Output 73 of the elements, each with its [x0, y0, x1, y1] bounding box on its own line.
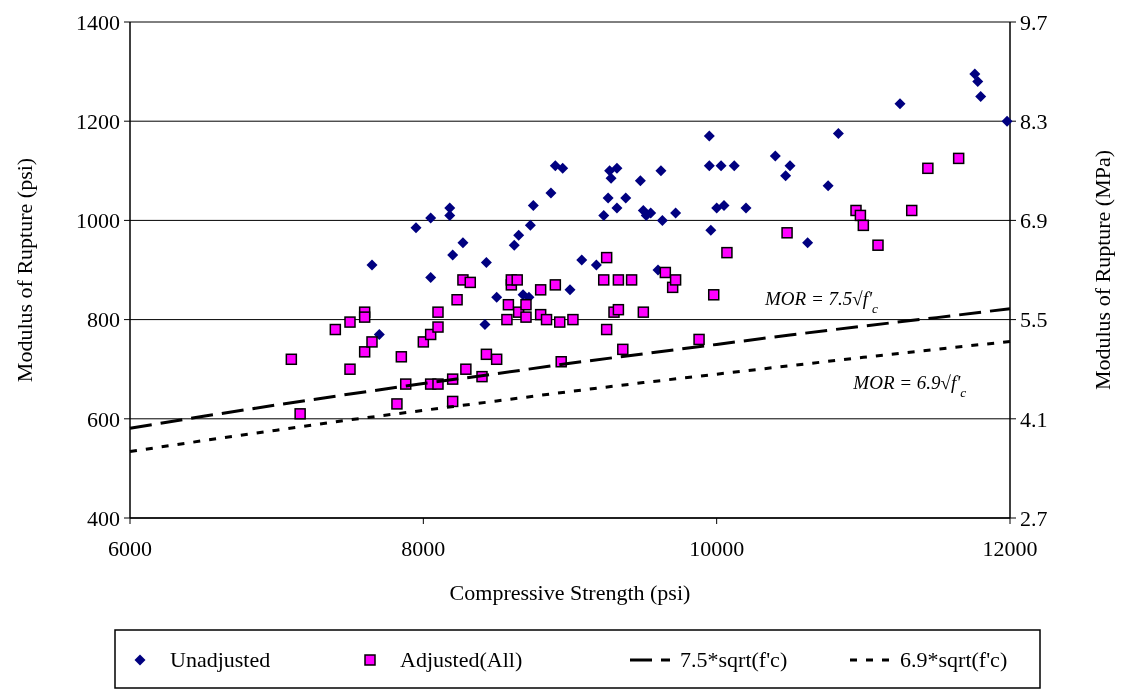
point	[366, 259, 378, 271]
point	[703, 160, 715, 172]
point	[740, 202, 752, 214]
legend-label: 7.5*sqrt(f'c)	[680, 647, 788, 672]
point	[491, 291, 503, 303]
point	[598, 209, 610, 221]
y2-tick-label: 6.9	[1020, 208, 1048, 234]
point	[670, 207, 682, 219]
point	[620, 192, 632, 204]
point	[545, 187, 557, 199]
x-axis-title: Compressive Strength (psi)	[449, 580, 691, 605]
legend-label: Unadjusted	[170, 647, 271, 672]
y-tick-label: 1400	[76, 9, 120, 35]
y-tick-label: 600	[87, 406, 120, 432]
y-tick-label: 1200	[76, 108, 120, 134]
y2-tick-label: 2.7	[1020, 505, 1048, 531]
point	[656, 214, 668, 226]
y2-tick-label: 9.7	[1020, 9, 1048, 35]
point	[479, 319, 491, 331]
point	[564, 284, 576, 296]
x-tick-label: 10000	[689, 536, 745, 561]
point	[549, 160, 561, 172]
point	[425, 271, 437, 283]
point	[508, 239, 520, 251]
point	[634, 175, 646, 187]
point	[832, 128, 844, 140]
y2-tick-label: 4.1	[1020, 406, 1048, 432]
legend-label: 6.9*sqrt(f'c)	[900, 647, 1008, 672]
point	[480, 257, 492, 269]
point	[524, 219, 536, 231]
point	[802, 237, 814, 249]
point	[715, 160, 727, 172]
point	[703, 130, 715, 142]
point	[972, 76, 984, 88]
point	[718, 200, 730, 212]
y-tick-label: 800	[87, 307, 120, 333]
point	[784, 160, 796, 172]
point	[590, 259, 602, 271]
legend-label: Adjusted(All)	[400, 647, 523, 672]
point	[527, 200, 539, 212]
point	[611, 202, 623, 214]
point	[457, 237, 469, 249]
point	[969, 68, 981, 80]
point	[894, 98, 906, 110]
y2-tick-label: 5.5	[1020, 307, 1048, 333]
point	[557, 162, 569, 174]
point	[728, 160, 740, 172]
y-tick-label: 400	[87, 505, 120, 531]
point	[576, 254, 588, 266]
annotation: MOR = 6.9√f'$_{c}$	[852, 372, 967, 400]
point	[605, 172, 617, 184]
point	[705, 224, 717, 236]
x-tick-label: 8000	[401, 536, 446, 561]
point	[822, 180, 834, 192]
point	[447, 249, 459, 261]
point	[425, 212, 437, 224]
point	[373, 328, 385, 340]
x-tick-label: 6000	[108, 536, 152, 561]
point	[655, 165, 667, 177]
point	[1001, 115, 1013, 127]
y-tick-label: 1000	[76, 208, 120, 234]
point	[975, 90, 987, 102]
x-tick-label: 12000	[982, 536, 1038, 561]
y-axis-title: Modulus of Rupture (psi)	[12, 157, 37, 383]
point	[780, 170, 792, 182]
point	[769, 150, 781, 162]
point	[611, 162, 623, 174]
annotation: MOR = 7.5√f'$_{c}$	[764, 287, 878, 316]
point	[410, 222, 422, 234]
point	[513, 229, 525, 241]
y2-tick-label: 8.3	[1020, 108, 1048, 134]
point	[602, 192, 614, 204]
y2-axis-title: Modulus of Rupture (MPa)	[1090, 149, 1115, 391]
